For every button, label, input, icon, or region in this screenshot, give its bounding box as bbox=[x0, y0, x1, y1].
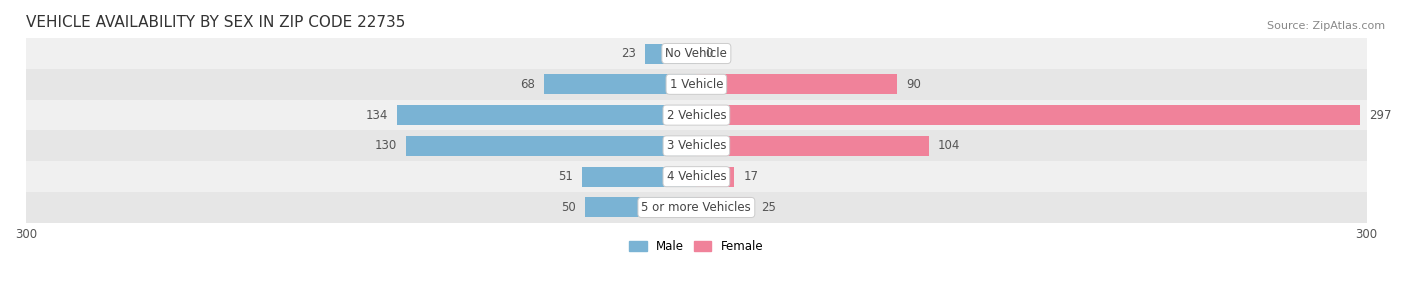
Text: 25: 25 bbox=[761, 201, 776, 214]
Text: 50: 50 bbox=[561, 201, 575, 214]
Bar bbox=[396, 105, 696, 125]
Text: 3 Vehicles: 3 Vehicles bbox=[666, 139, 725, 152]
Text: 23: 23 bbox=[621, 47, 636, 60]
Text: VEHICLE AVAILABILITY BY SEX IN ZIP CODE 22735: VEHICLE AVAILABILITY BY SEX IN ZIP CODE … bbox=[27, 15, 405, 30]
Text: 1 Vehicle: 1 Vehicle bbox=[669, 78, 723, 91]
Text: 297: 297 bbox=[1369, 109, 1392, 122]
Bar bbox=[406, 136, 696, 156]
Text: 134: 134 bbox=[366, 109, 388, 122]
Text: 4 Vehicles: 4 Vehicles bbox=[666, 170, 725, 183]
Bar bbox=[696, 136, 929, 156]
Bar bbox=[27, 100, 1367, 131]
Text: 0: 0 bbox=[706, 47, 713, 60]
Text: 68: 68 bbox=[520, 78, 536, 91]
Text: 130: 130 bbox=[375, 139, 396, 152]
Bar bbox=[27, 69, 1367, 100]
Text: Source: ZipAtlas.com: Source: ZipAtlas.com bbox=[1267, 21, 1385, 31]
Bar bbox=[696, 74, 897, 94]
Bar bbox=[696, 197, 752, 217]
Bar bbox=[645, 44, 696, 63]
Bar bbox=[544, 74, 696, 94]
Text: 17: 17 bbox=[744, 170, 758, 183]
Bar bbox=[585, 197, 696, 217]
Text: 51: 51 bbox=[558, 170, 574, 183]
Bar bbox=[27, 38, 1367, 69]
Bar bbox=[696, 167, 734, 187]
Bar bbox=[27, 192, 1367, 223]
Text: 5 or more Vehicles: 5 or more Vehicles bbox=[641, 201, 751, 214]
Legend: Male, Female: Male, Female bbox=[624, 235, 768, 258]
Text: No Vehicle: No Vehicle bbox=[665, 47, 727, 60]
Bar bbox=[696, 105, 1360, 125]
Text: 2 Vehicles: 2 Vehicles bbox=[666, 109, 725, 122]
Bar bbox=[27, 161, 1367, 192]
Bar bbox=[27, 131, 1367, 161]
Text: 90: 90 bbox=[907, 78, 921, 91]
Text: 104: 104 bbox=[938, 139, 960, 152]
Bar bbox=[582, 167, 696, 187]
